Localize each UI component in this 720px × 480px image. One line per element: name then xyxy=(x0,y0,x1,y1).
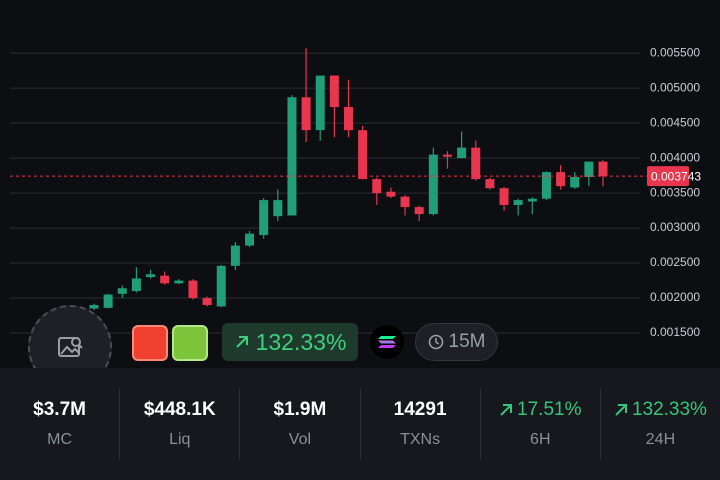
last-price-label: 0.003743 xyxy=(651,169,701,183)
y-tick-label: 0.005000 xyxy=(650,80,700,94)
candle-body xyxy=(414,207,424,215)
y-tick-label: 0.005500 xyxy=(650,45,700,59)
stat-label: MC xyxy=(47,431,73,448)
interval-text: 15M xyxy=(448,331,486,352)
stat: $448.1K Liq xyxy=(119,389,239,459)
candle-body xyxy=(103,294,113,308)
candle-body xyxy=(584,161,594,178)
candle-body xyxy=(499,188,509,205)
candle-body xyxy=(174,280,184,284)
y-tick-label: 0.003000 xyxy=(650,220,700,234)
stat-value: $1.9M xyxy=(273,399,327,420)
candle-body xyxy=(146,274,156,278)
stat-label: 6H xyxy=(530,431,551,448)
green-square[interactable] xyxy=(172,325,208,361)
candle-body xyxy=(89,305,99,309)
chart: 0.001500 0.002000 0.002500 0.003000 0.003500… xyxy=(10,45,701,339)
candle-body xyxy=(442,154,452,157)
arrow-icon xyxy=(235,336,248,348)
candle-body xyxy=(245,233,255,246)
stat-value: 132.33% xyxy=(631,399,707,420)
candle-body xyxy=(556,172,566,187)
candle-body xyxy=(301,97,311,131)
candle-body xyxy=(131,278,141,292)
change-badge: 132.33% xyxy=(222,323,358,361)
last-price-box xyxy=(647,166,689,187)
stat-value: 17.51% xyxy=(517,399,582,420)
candle-body xyxy=(329,75,339,108)
candle-body xyxy=(202,298,212,306)
candle-body xyxy=(216,265,226,307)
y-tick-label: 0.001500 xyxy=(650,325,700,339)
stat-value-box: 17.51% xyxy=(499,399,582,421)
candle-body xyxy=(485,179,495,189)
y-tick-label: 0.003500 xyxy=(650,185,700,199)
arrow-icon xyxy=(500,404,513,416)
candle-body xyxy=(188,280,198,299)
candle-body xyxy=(372,179,382,194)
stat-value: $3.7M xyxy=(33,399,86,420)
candle-body xyxy=(358,130,368,180)
candle-body xyxy=(344,107,353,131)
candle-body xyxy=(471,147,481,180)
arrow-icon xyxy=(615,404,627,416)
candle-body xyxy=(160,275,170,284)
candle-body xyxy=(400,196,410,208)
candle-body xyxy=(259,200,269,236)
candle-body xyxy=(273,200,283,217)
stat: 14291 TXNs xyxy=(359,389,480,459)
candle-body xyxy=(527,198,537,202)
candle-body xyxy=(287,97,297,216)
candle-body xyxy=(315,75,325,131)
candle-body xyxy=(117,288,127,294)
stat: 17.51% 6H xyxy=(479,389,600,459)
y-tick-label: 0.002500 xyxy=(650,255,700,269)
candle-body xyxy=(386,191,396,197)
candle-body xyxy=(598,161,608,177)
stat-label: 24H xyxy=(645,431,676,448)
stat-label: Liq xyxy=(169,431,191,448)
candle-body xyxy=(513,200,523,205)
stat: $3.7M MC xyxy=(0,389,119,459)
stat-value: $448.1K xyxy=(143,399,216,420)
image-icon xyxy=(58,337,83,357)
interval-button[interactable]: 15M xyxy=(415,323,498,361)
solana-icon xyxy=(370,325,404,359)
y-tick-label: 0.004500 xyxy=(650,115,700,129)
candle-body xyxy=(541,172,551,199)
candle-body xyxy=(428,154,438,215)
stat-value-box: 132.33% xyxy=(614,399,707,421)
stat-label: TXNs xyxy=(400,431,441,448)
clock-icon xyxy=(428,334,443,350)
stat-value: 14291 xyxy=(393,399,447,420)
y-tick-label: 0.004000 xyxy=(650,150,700,164)
stats-panel: $3.7M MC $448.1K Liq $1.9M Vol 14291 TXNs 17… xyxy=(0,368,720,480)
stat: 132.33% 24H xyxy=(599,389,720,459)
red-square[interactable] xyxy=(132,325,168,361)
candle-body xyxy=(570,177,580,188)
solana-logo xyxy=(378,336,396,348)
candle-body xyxy=(230,245,240,266)
candle-body xyxy=(457,147,467,159)
change-text: 132.33% xyxy=(255,328,347,355)
y-tick-label: 0.002000 xyxy=(650,290,700,304)
stat: $1.9M Vol xyxy=(239,389,359,459)
stat-label: Vol xyxy=(288,431,312,448)
